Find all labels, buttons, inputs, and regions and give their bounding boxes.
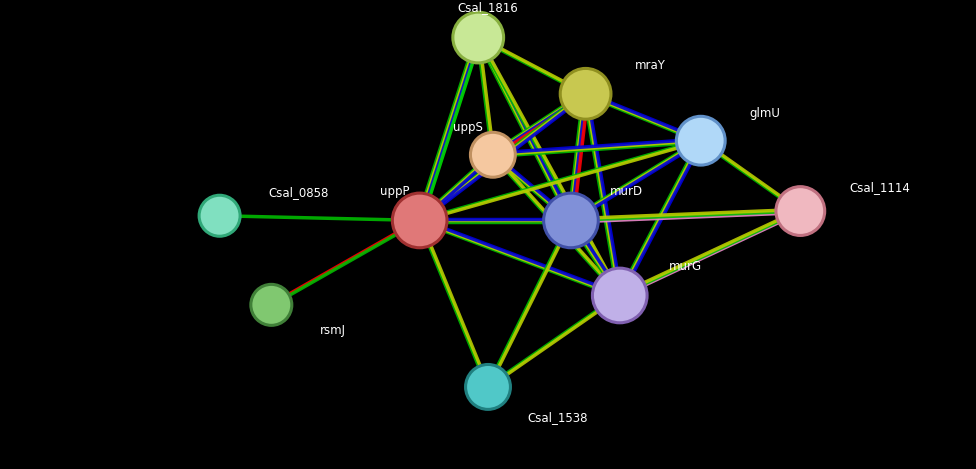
Text: Csal_1538: Csal_1538: [527, 411, 588, 424]
Text: murG: murG: [669, 260, 702, 273]
Text: mraY: mraY: [634, 59, 666, 72]
Text: uppP: uppP: [381, 185, 410, 198]
Text: Csal_1114: Csal_1114: [849, 181, 910, 194]
Text: Csal_0858: Csal_0858: [268, 186, 329, 199]
Ellipse shape: [592, 268, 647, 323]
Ellipse shape: [560, 68, 611, 119]
Ellipse shape: [392, 193, 447, 248]
Ellipse shape: [676, 116, 725, 165]
Ellipse shape: [466, 364, 510, 409]
Ellipse shape: [544, 193, 598, 248]
Text: Csal_1816: Csal_1816: [458, 0, 518, 14]
Text: murD: murD: [610, 185, 643, 198]
Text: rsmJ: rsmJ: [320, 324, 346, 337]
Text: glmU: glmU: [750, 107, 781, 120]
Ellipse shape: [199, 195, 240, 236]
Ellipse shape: [776, 187, 825, 235]
Ellipse shape: [453, 12, 504, 63]
Ellipse shape: [251, 284, 292, 325]
Ellipse shape: [470, 132, 515, 177]
Text: uppS: uppS: [453, 121, 483, 134]
